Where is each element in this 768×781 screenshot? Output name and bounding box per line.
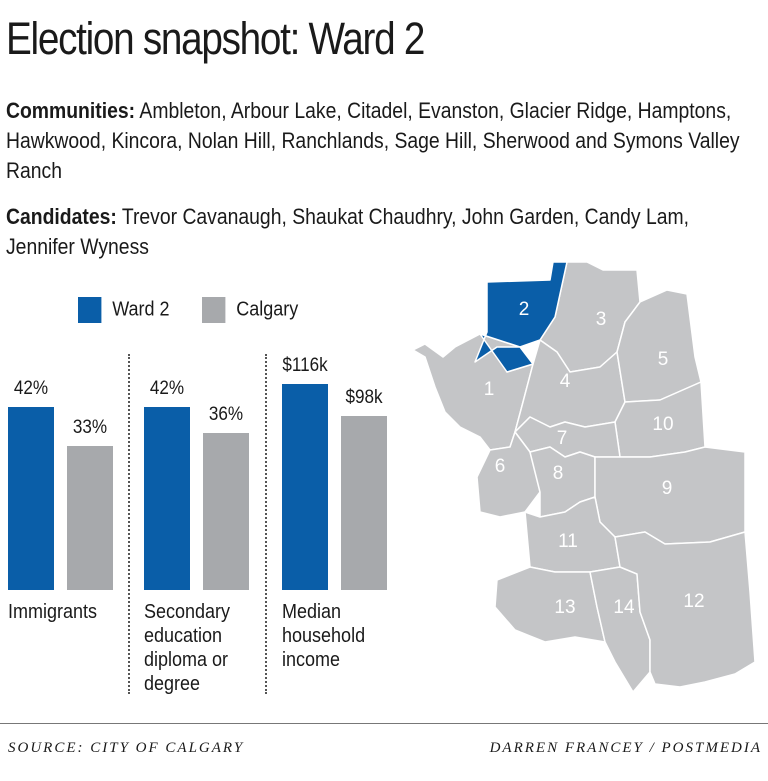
legend-item-city: Calgary bbox=[202, 297, 298, 323]
candidates-text: Candidates: Trevor Cavanaugh, Shaukat Ch… bbox=[6, 202, 752, 262]
legend-label-city: Calgary bbox=[236, 298, 299, 321]
ward-map: 2 3 1 4 5 10 7 6 8 9 11 13 14 12 bbox=[412, 262, 756, 693]
bar-ward-1 bbox=[144, 407, 190, 590]
legend-label-ward: Ward 2 bbox=[112, 298, 170, 321]
data-label-ward-2: $116k bbox=[282, 354, 328, 376]
data-label-city-1: 36% bbox=[208, 404, 244, 426]
bar-city-0 bbox=[67, 446, 113, 590]
divider bbox=[128, 354, 130, 694]
bar-city-1 bbox=[203, 433, 249, 590]
ward-label-14: 14 bbox=[613, 597, 635, 618]
category-label-1: Secondary education diploma or degree bbox=[144, 600, 261, 696]
category-label-line: Secondary bbox=[144, 601, 231, 623]
data-label-city-0: 33% bbox=[72, 417, 108, 439]
category-label-line: diploma or bbox=[144, 649, 229, 671]
data-label-ward-1: 42% bbox=[149, 378, 185, 400]
page-title: Election snapshot: Ward 2 bbox=[6, 13, 425, 64]
legend-swatch-ward bbox=[78, 297, 102, 323]
data-label-city-2: $98k bbox=[345, 386, 383, 408]
ward-12-region bbox=[614, 531, 756, 688]
ward-label-3: 3 bbox=[596, 309, 607, 330]
category-label-line: Median bbox=[282, 601, 342, 623]
category-label-line: income bbox=[282, 649, 341, 671]
ward-13-region bbox=[494, 566, 606, 643]
category-label-line: household bbox=[282, 625, 366, 647]
data-label-ward-0: 42% bbox=[13, 378, 49, 400]
category-label-0: Immigrants bbox=[8, 600, 125, 624]
communities-text: Communities: Ambleton, Arbour Lake, Cita… bbox=[6, 96, 752, 186]
category-label-line: Immigrants bbox=[8, 601, 98, 623]
legend-item-ward: Ward 2 bbox=[78, 297, 170, 323]
bar-city-2 bbox=[341, 415, 387, 590]
ward-label-10: 10 bbox=[652, 414, 673, 435]
ward-2-region bbox=[474, 262, 568, 373]
source-text: SOURCE: CITY OF CALGARY bbox=[8, 740, 245, 756]
ward-label-8: 8 bbox=[553, 463, 564, 484]
category-label-line: education bbox=[144, 625, 223, 647]
ward-label-7: 7 bbox=[557, 428, 568, 449]
ward-6-region bbox=[476, 431, 541, 518]
credit-text: DARREN FRANCEY / POSTMEDIA bbox=[489, 740, 762, 756]
communities-list: Ambleton, Arbour Lake, Citadel, Evanston… bbox=[6, 98, 740, 183]
category-label-line: degree bbox=[144, 673, 201, 695]
ward-label-11: 11 bbox=[558, 531, 578, 552]
ward-label-9: 9 bbox=[662, 478, 673, 499]
ward-label-12: 12 bbox=[683, 591, 704, 612]
communities-label: Communities: bbox=[6, 98, 136, 123]
ward-label-1: 1 bbox=[484, 379, 495, 400]
category-label-2: Median household income bbox=[282, 600, 399, 672]
bar-ward-0 bbox=[8, 407, 54, 590]
footer-rule bbox=[0, 723, 768, 724]
ward-label-13: 13 bbox=[554, 597, 575, 618]
ward-label-5: 5 bbox=[658, 349, 669, 370]
candidates-list: Trevor Cavanaugh, Shaukat Chaudhry, John… bbox=[6, 204, 689, 259]
legend-swatch-city bbox=[202, 297, 226, 323]
ward-label-6: 6 bbox=[495, 456, 506, 477]
ward-label-2: 2 bbox=[519, 299, 530, 320]
bar-ward-2 bbox=[282, 383, 328, 590]
candidates-label: Candidates: bbox=[6, 204, 117, 229]
ward-label-4: 4 bbox=[560, 371, 571, 392]
divider bbox=[265, 354, 267, 694]
